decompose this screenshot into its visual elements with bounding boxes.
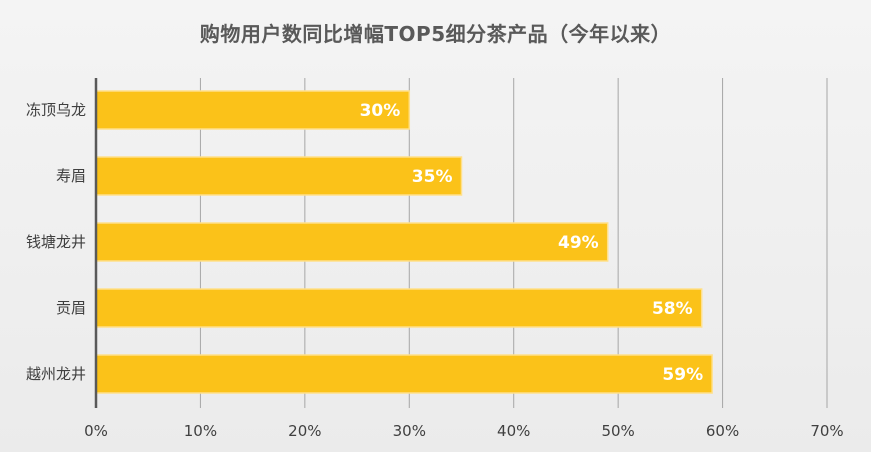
data-label: 58% (652, 299, 693, 319)
category-label: 越州龙井 (26, 365, 86, 383)
category-label: 冻顶乌龙 (26, 101, 86, 119)
data-label: 49% (558, 233, 599, 253)
data-label: 59% (662, 365, 703, 385)
category-label: 贡眉 (56, 299, 86, 317)
data-label: 30% (360, 101, 401, 121)
bar[interactable] (95, 288, 703, 328)
data-label: 35% (412, 167, 453, 187)
x-tick-label: 0% (84, 422, 108, 440)
bar[interactable] (95, 222, 609, 262)
x-tick-label: 60% (706, 422, 739, 440)
x-tick-label: 50% (601, 422, 634, 440)
category-label: 寿眉 (56, 167, 86, 185)
x-tick-label: 10% (184, 422, 217, 440)
x-tick-label: 30% (393, 422, 426, 440)
bar[interactable] (95, 90, 411, 130)
x-tick-label: 20% (288, 422, 321, 440)
x-tick-label: 40% (497, 422, 530, 440)
x-tick-label: 70% (810, 422, 843, 440)
chart-title: 购物用户数同比增幅TOP5细分茶产品（今年以来） (199, 22, 672, 46)
bar[interactable] (95, 156, 463, 196)
category-label: 钱塘龙井 (26, 233, 86, 251)
bar[interactable] (95, 354, 713, 394)
